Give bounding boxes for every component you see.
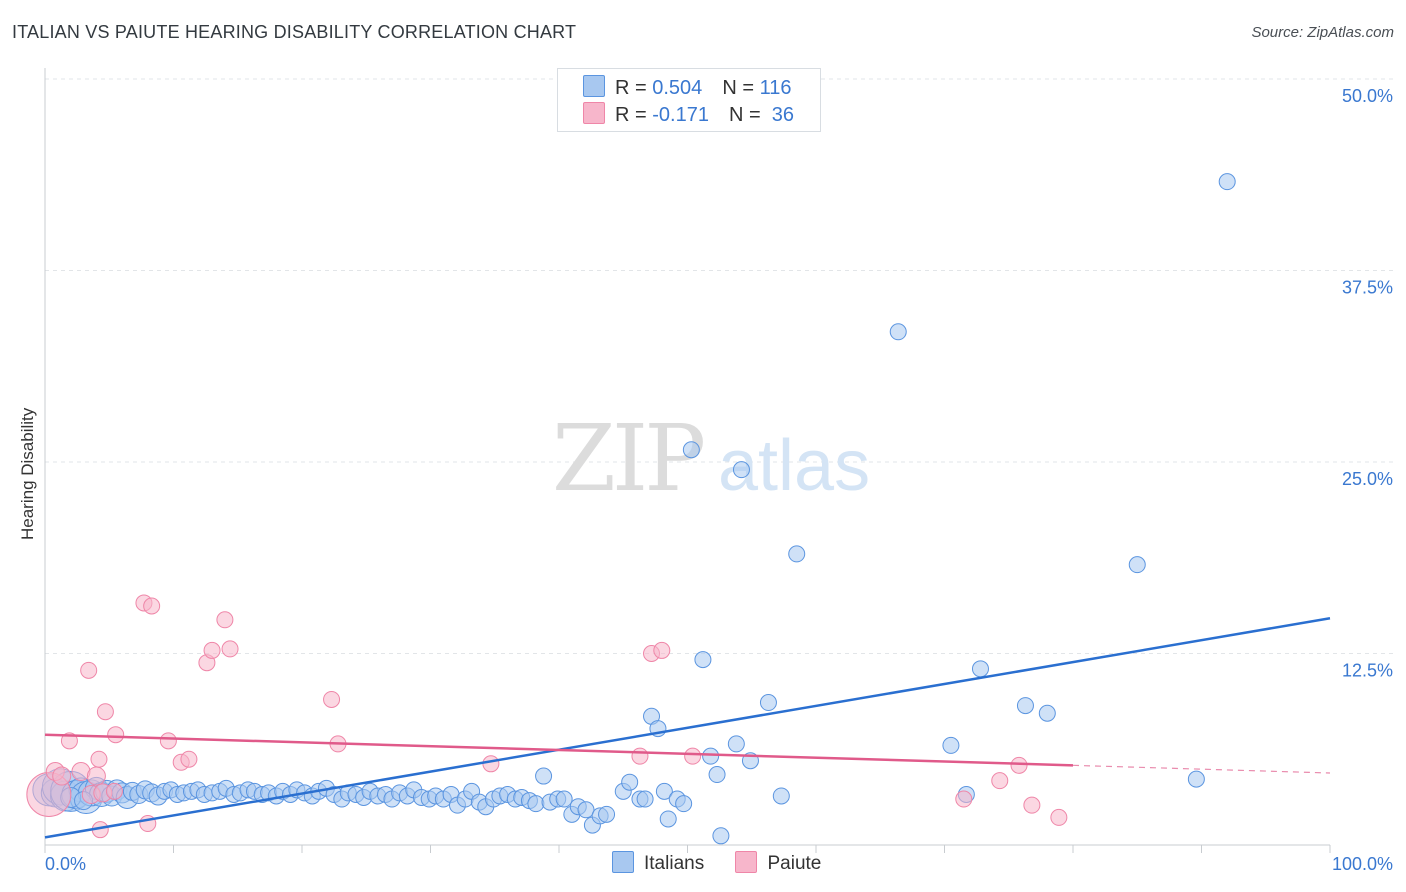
italians-point bbox=[732, 461, 750, 479]
paiute-point bbox=[653, 641, 671, 659]
italians-point bbox=[535, 767, 553, 785]
italians-point bbox=[1218, 173, 1236, 191]
italians-point bbox=[1038, 704, 1056, 722]
y-axis-label: Hearing Disability bbox=[18, 407, 37, 540]
legend-row-italians: R = 0.504 N = 116 bbox=[583, 75, 791, 99]
paiute-point bbox=[105, 782, 123, 800]
italians-point bbox=[971, 660, 989, 678]
legend-label-italians: Italians bbox=[644, 853, 705, 874]
n-value: 116 bbox=[759, 77, 792, 99]
italians-point bbox=[527, 795, 545, 813]
paiute-point bbox=[143, 597, 161, 615]
italians-point bbox=[598, 805, 616, 823]
italians-point bbox=[788, 545, 806, 563]
italians-point bbox=[702, 747, 720, 765]
paiute-point bbox=[86, 766, 106, 786]
legend-item-italians[interactable]: Italians bbox=[612, 851, 704, 875]
legend-swatch-paiute bbox=[735, 851, 758, 873]
italians-point bbox=[1187, 770, 1205, 788]
paiute-point bbox=[482, 755, 500, 773]
paiute-point bbox=[203, 641, 221, 659]
grid-lines bbox=[45, 78, 1393, 654]
n-value: 36 bbox=[766, 104, 795, 126]
legend-label-paiute: Paiute bbox=[767, 853, 822, 874]
series-legend: Italians Paiute bbox=[612, 851, 847, 875]
paiute-point bbox=[684, 747, 702, 765]
paiute-point bbox=[60, 732, 78, 750]
paiute-point bbox=[1010, 756, 1028, 774]
source-label: Source: ZipAtlas.com bbox=[1251, 24, 1394, 41]
paiute-point bbox=[631, 747, 649, 765]
italians-point bbox=[727, 735, 745, 753]
paiute-point bbox=[991, 772, 1009, 790]
paiute-point bbox=[90, 750, 108, 768]
paiute-point bbox=[323, 690, 341, 708]
x-tick-label: 100.0% bbox=[1332, 854, 1393, 874]
legend-swatch-italians bbox=[612, 851, 634, 873]
n-label: N = bbox=[728, 104, 767, 126]
italians-point bbox=[759, 694, 777, 712]
italians-point bbox=[1016, 697, 1034, 715]
data-points bbox=[26, 173, 1236, 845]
watermark-zip: ZIP bbox=[552, 405, 703, 512]
paiute-point bbox=[216, 611, 234, 629]
italians-point bbox=[942, 736, 960, 754]
n-label: N = bbox=[722, 77, 760, 99]
italians-point bbox=[655, 782, 673, 800]
r-value: -0.171 bbox=[652, 104, 709, 126]
r-value: 0.504 bbox=[652, 77, 703, 99]
italians-point bbox=[708, 766, 726, 784]
chart-title: ITALIAN VS PAIUTE HEARING DISABILITY COR… bbox=[12, 22, 577, 42]
italians-point bbox=[577, 801, 595, 819]
italians-point bbox=[772, 787, 790, 805]
legend-swatch-paiute bbox=[583, 102, 605, 124]
y-tick-label: 50.0% bbox=[1342, 86, 1393, 106]
y-tick-label: 12.5% bbox=[1342, 661, 1393, 681]
italians-point bbox=[1128, 556, 1146, 574]
italians-trend-line bbox=[44, 617, 1331, 839]
paiute-point bbox=[221, 640, 239, 658]
legend-swatch-italians bbox=[583, 75, 605, 97]
paiute-point bbox=[1023, 796, 1041, 814]
italians-point bbox=[621, 773, 639, 791]
paiute-point bbox=[159, 732, 177, 750]
y-tick-label: 37.5% bbox=[1342, 278, 1393, 298]
y-tick-label: 25.0% bbox=[1342, 469, 1393, 489]
italians-point bbox=[659, 810, 677, 828]
italians-point bbox=[555, 790, 573, 808]
paiute-point bbox=[180, 750, 198, 768]
trend-lines bbox=[44, 617, 1331, 839]
paiute-trend-line-dashed bbox=[1072, 764, 1331, 774]
italians-point bbox=[636, 790, 654, 808]
watermark: ZIP atlas bbox=[552, 405, 870, 512]
axes bbox=[44, 68, 1331, 853]
italians-point bbox=[694, 651, 712, 669]
r-label: R = bbox=[615, 104, 653, 126]
correlation-legend: R = 0.504 N = 116 R = -0.171 N = 36 bbox=[557, 68, 821, 132]
r-label: R = bbox=[615, 77, 653, 99]
italians-point bbox=[712, 827, 730, 845]
italians-point bbox=[682, 441, 700, 459]
italians-point bbox=[889, 323, 907, 341]
paiute-point bbox=[96, 703, 114, 721]
legend-row-paiute: R = -0.171 N = 36 bbox=[583, 102, 794, 126]
x-tick-label: 0.0% bbox=[45, 854, 86, 874]
tick-labels: 12.5% 25.0% 37.5% 50.0% 0.0% 100.0% bbox=[45, 86, 1393, 874]
paiute-point bbox=[80, 661, 98, 679]
italians-point bbox=[675, 795, 693, 813]
paiute-point bbox=[1050, 808, 1068, 826]
paiute-trend-line bbox=[44, 733, 1074, 767]
legend-item-paiute[interactable]: Paiute bbox=[735, 851, 821, 875]
paiute-point bbox=[52, 766, 72, 786]
paiute-point bbox=[955, 790, 973, 808]
paiute-point bbox=[107, 726, 125, 744]
